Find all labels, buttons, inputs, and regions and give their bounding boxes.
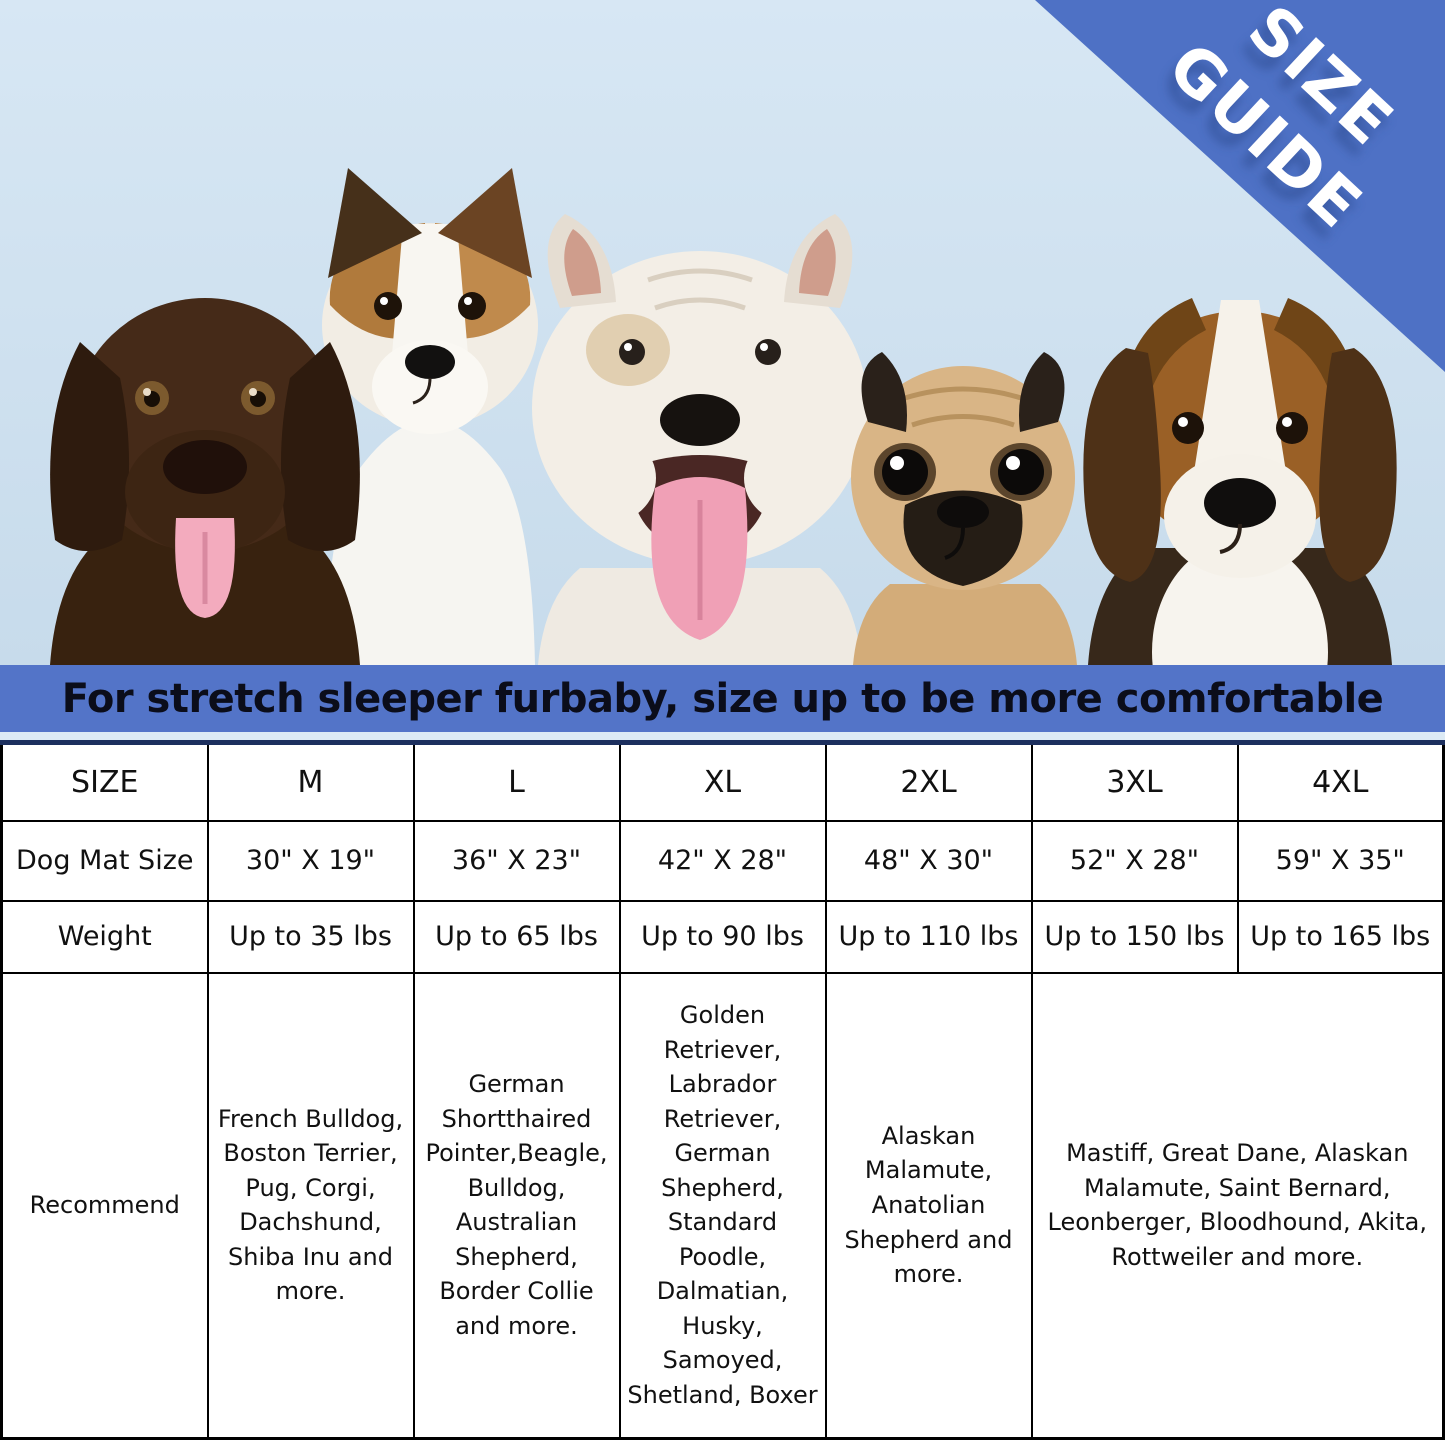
size-guide-ribbon: SIZE GUIDE SIZE GUIDE — [1035, 0, 1445, 372]
dog-english-bulldog — [532, 214, 868, 665]
col-header-l: L — [412, 741, 621, 822]
ribbon-triangle — [1035, 0, 1445, 372]
beagle-nose — [1204, 478, 1276, 528]
recommend-m: French Bulldog, Boston Terrier, Pug, Cor… — [206, 971, 415, 1440]
size-table: SIZE M L XL 2XL 3XL 4XL Dog Mat Size 30"… — [0, 740, 1445, 1440]
mat-size-xl: 42" X 28" — [618, 819, 827, 902]
pug-nose — [937, 496, 989, 528]
recommend-xl: Golden Retriever, Labrador Retriever, Ge… — [618, 971, 827, 1440]
pug-right-ear — [1019, 352, 1065, 432]
recommend-l: German Shortthaired Pointer,Beagle, Bull… — [412, 971, 621, 1440]
weight-m: Up to 35 lbs — [206, 899, 415, 974]
weight-xl: Up to 90 lbs — [618, 899, 827, 974]
col-header-m: M — [206, 741, 415, 822]
weight-row: Weight Up to 35 lbs Up to 65 lbs Up to 9… — [0, 899, 1445, 974]
recommend-row: Recommend French Bulldog, Boston Terrier… — [0, 971, 1445, 1440]
col-header-2xl: 2XL — [824, 741, 1033, 822]
weight-l: Up to 65 lbs — [412, 899, 621, 974]
mat-size-2xl: 48" X 30" — [824, 819, 1033, 902]
mat-size-label: Dog Mat Size — [0, 819, 209, 902]
recommend-3xl-4xl: Mastiff, Great Dane, Alaskan Malamute, S… — [1030, 971, 1445, 1440]
table-header-row: SIZE M L XL 2XL 3XL 4XL — [0, 741, 1445, 822]
mat-size-m: 30" X 19" — [206, 819, 415, 902]
beagle-right-ear — [1319, 348, 1397, 582]
puppies-photo: SIZE GUIDE SIZE GUIDE — [0, 0, 1445, 665]
mat-size-l: 36" X 23" — [412, 819, 621, 902]
labrador-nose — [163, 440, 247, 494]
bulldog-nose — [660, 394, 740, 446]
col-header-3xl: 3XL — [1030, 741, 1239, 822]
banner-table-gap — [0, 732, 1445, 740]
dog-pug — [851, 352, 1077, 665]
mat-size-4xl: 59" X 35" — [1236, 819, 1445, 902]
beagle-left-ear — [1083, 348, 1161, 582]
jack-russell-nose — [405, 345, 455, 379]
weight-3xl: Up to 150 lbs — [1030, 899, 1239, 974]
col-header-xl: XL — [618, 741, 827, 822]
mat-size-3xl: 52" X 28" — [1030, 819, 1239, 902]
size-table-section: SIZE M L XL 2XL 3XL 4XL Dog Mat Size 30"… — [0, 740, 1445, 1440]
dog-chocolate-labrador — [50, 298, 360, 665]
recommend-2xl: Alaskan Malamute, Anatolian Shepherd and… — [824, 971, 1033, 1440]
pug-left-ear — [861, 352, 907, 432]
slogan-banner: For stretch sleeper furbaby, size up to … — [0, 665, 1445, 732]
weight-label: Weight — [0, 899, 209, 974]
mat-size-row: Dog Mat Size 30" X 19" 36" X 23" 42" X 2… — [0, 819, 1445, 902]
weight-2xl: Up to 110 lbs — [824, 899, 1033, 974]
dog-jack-russell — [322, 168, 538, 665]
puppies-photo-section: SIZE GUIDE SIZE GUIDE — [0, 0, 1445, 665]
col-header-size: SIZE — [0, 741, 209, 822]
recommend-label: Recommend — [0, 971, 209, 1440]
col-header-4xl: 4XL — [1236, 741, 1445, 822]
slogan-text: For stretch sleeper furbaby, size up to … — [61, 675, 1384, 722]
weight-4xl: Up to 165 lbs — [1236, 899, 1445, 974]
dog-beagle — [1083, 298, 1397, 665]
